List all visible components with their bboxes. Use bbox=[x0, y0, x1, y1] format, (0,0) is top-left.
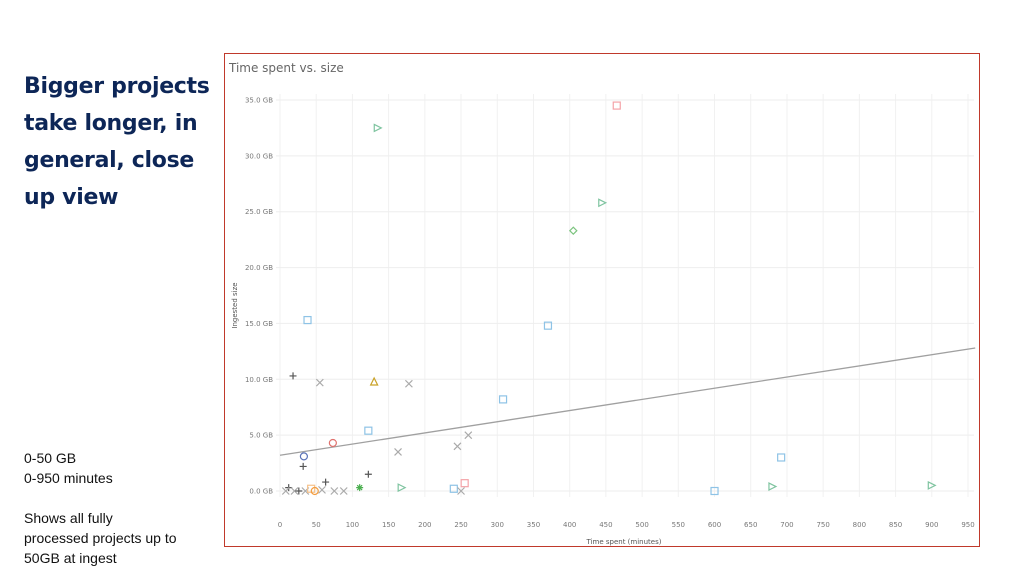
x-tick-label: 700 bbox=[780, 521, 793, 529]
x-tick-label: 350 bbox=[527, 521, 540, 529]
y-tick-label: 15.0 GB bbox=[245, 320, 273, 328]
data-point-plus bbox=[364, 470, 372, 478]
x-tick-label: 750 bbox=[816, 521, 829, 529]
x-tick-label: 0 bbox=[278, 521, 282, 529]
data-point-plus bbox=[322, 478, 330, 486]
x-tick-label: 200 bbox=[418, 521, 431, 529]
data-point-square bbox=[710, 486, 719, 496]
heading-line: up view bbox=[24, 185, 119, 210]
data-point-triangle bbox=[373, 123, 383, 133]
data-point-cross bbox=[404, 379, 413, 388]
notes-line: 50GB at ingest bbox=[24, 550, 117, 566]
x-tick-label: 600 bbox=[708, 521, 721, 529]
x-tick-label: 50 bbox=[312, 521, 321, 529]
scatter-chart: 0 50 100 150 200 250 300 350 400 450 500 550 600 650 7… bbox=[231, 94, 976, 546]
x-tick-label: 850 bbox=[889, 521, 902, 529]
y-axis-label: Ingested size bbox=[231, 282, 239, 328]
y-tick-label: 10.0 GB bbox=[245, 376, 273, 384]
data-point-cross bbox=[281, 487, 290, 495]
data-point-triangle bbox=[369, 376, 379, 386]
x-axis-label: Time spent (minutes) bbox=[586, 538, 662, 546]
data-point-square bbox=[777, 453, 786, 462]
data-point-cross bbox=[318, 485, 326, 494]
data-point-diamond bbox=[568, 226, 578, 236]
notes-range-size: 0-50 GB bbox=[24, 450, 77, 466]
x-tick-label: 400 bbox=[563, 521, 576, 529]
data-point-plus bbox=[299, 462, 307, 470]
x-tick-label: 950 bbox=[961, 521, 974, 529]
x-tick-label: 150 bbox=[382, 521, 395, 529]
notes-line: Shows all fully bbox=[24, 510, 113, 526]
data-point-plus bbox=[295, 487, 303, 495]
data-point-plus bbox=[289, 372, 297, 380]
y-tick-label: 5.0 GB bbox=[249, 432, 273, 440]
y-tick-label: 30.0 GB bbox=[245, 152, 273, 160]
data-point-cross bbox=[315, 378, 324, 387]
y-tick-label: 0.0 GB bbox=[249, 488, 273, 496]
x-tick-label: 650 bbox=[744, 521, 757, 529]
data-point-cross bbox=[290, 487, 299, 495]
x-tick-label: 450 bbox=[599, 521, 612, 529]
notes-line: processed projects up to bbox=[24, 530, 177, 546]
data-point-square bbox=[449, 484, 458, 493]
y-tick-label: 20.0 GB bbox=[245, 264, 273, 272]
data-point-circle bbox=[299, 452, 308, 461]
chart-title: Time spent vs. size bbox=[229, 61, 344, 75]
data-point-triangle bbox=[768, 482, 778, 492]
data-point-circle bbox=[310, 486, 319, 496]
data-point-cross bbox=[339, 487, 348, 495]
data-point-circle bbox=[328, 438, 337, 448]
data-point-cross bbox=[464, 431, 473, 440]
x-tick-label: 500 bbox=[635, 521, 648, 529]
data-point-square bbox=[612, 101, 621, 110]
data-point-cross bbox=[394, 447, 402, 456]
slide-notes: 0-50 GB 0-950 minutes Shows all fully pr… bbox=[24, 448, 224, 568]
x-tick-label: 250 bbox=[454, 521, 467, 529]
data-point-cross bbox=[453, 442, 462, 451]
data-point-cross bbox=[330, 487, 339, 495]
data-point-triangle bbox=[397, 483, 407, 493]
x-tick-label: 550 bbox=[672, 521, 685, 529]
data-point-square bbox=[303, 315, 312, 325]
heading-line: general, close bbox=[24, 148, 195, 173]
x-tick-label: 300 bbox=[491, 521, 504, 529]
heading-line: Bigger projects bbox=[24, 74, 210, 99]
notes-range-time: 0-950 minutes bbox=[24, 470, 113, 486]
x-tick-label: 100 bbox=[346, 521, 359, 529]
data-point-asterisk bbox=[356, 484, 364, 492]
data-point-cross bbox=[457, 487, 465, 495]
notes-spacer bbox=[24, 488, 224, 508]
data-point-triangle bbox=[927, 480, 937, 490]
trend-line bbox=[279, 347, 976, 456]
data-point-square bbox=[460, 479, 469, 488]
heading-line: take longer, in bbox=[24, 111, 198, 136]
x-tick-label: 900 bbox=[925, 521, 938, 529]
slide-heading: Bigger projects take longer, in general,… bbox=[24, 68, 224, 216]
data-point-triangle bbox=[598, 198, 608, 208]
data-point-square bbox=[543, 321, 553, 330]
data-point-square bbox=[364, 426, 373, 435]
y-tick-label: 25.0 GB bbox=[245, 208, 273, 216]
x-tick-label: 800 bbox=[853, 521, 866, 529]
data-point-square bbox=[498, 395, 508, 404]
chart-frame: Time spent vs. size 0 50 100 150 200 250 300 35… bbox=[224, 53, 980, 547]
y-tick-label: 35.0 GB bbox=[245, 97, 273, 105]
